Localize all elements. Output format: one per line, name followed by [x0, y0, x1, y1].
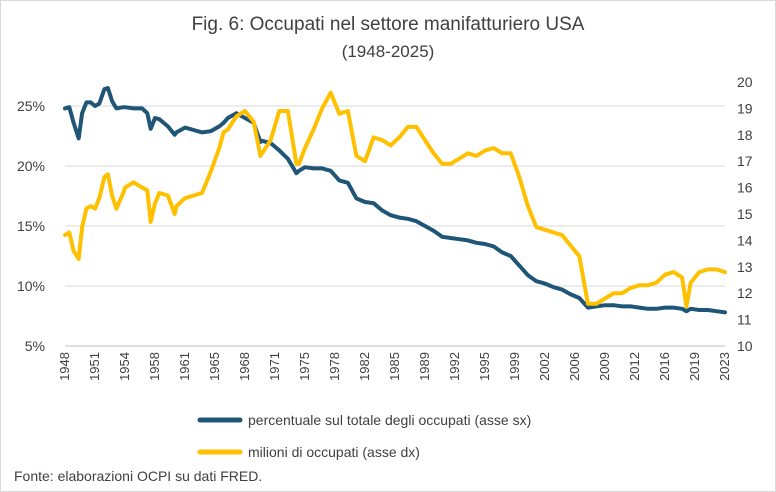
series-line-percentuale	[63, 86, 727, 315]
gridlines	[65, 105, 725, 347]
x-tick-label: 1971	[267, 352, 282, 381]
x-tick-label: 1968	[237, 352, 252, 381]
x-tick-label: 1992	[447, 352, 462, 381]
x-tick-label: 1999	[507, 352, 522, 381]
y-right-tick-label: 11	[737, 312, 752, 328]
series-line-milioni	[63, 90, 727, 309]
series-lines	[63, 86, 727, 315]
y-right-tick-label: 13	[737, 259, 753, 275]
y-right-tick-label: 15	[737, 206, 753, 222]
x-tick-label: 2019	[687, 352, 702, 381]
x-tick-label: 2002	[537, 352, 552, 381]
y-right-tick-label: 16	[737, 180, 753, 196]
y-left-tick-label: 20%	[17, 158, 45, 174]
x-tick-label: 1961	[177, 352, 192, 381]
chart-title: Fig. 6: Occupati nel settore manifatturi…	[192, 14, 585, 35]
x-tick-label: 1985	[387, 352, 402, 381]
y-right-tick-label: 10	[737, 338, 753, 354]
legend-label-milioni: milioni di occupati (asse dx)	[248, 444, 420, 460]
y-right-tick-label: 12	[737, 285, 753, 301]
x-tick-label: 1948	[57, 352, 72, 381]
y-right-tick-label: 17	[737, 153, 753, 169]
x-tick-label: 1951	[87, 352, 102, 381]
x-tick-label: 1978	[327, 352, 342, 381]
x-tick-label: 2012	[627, 352, 642, 381]
y-left-tick-label: 15%	[17, 218, 45, 234]
y-left-tick-label: 10%	[17, 278, 45, 294]
x-axis: 1948 1951 1954 1958 1961 1965 1968 1971 1975 1978…	[57, 352, 732, 381]
y-right-tick-label: 18	[737, 127, 753, 143]
x-tick-label: 1954	[117, 352, 132, 381]
x-tick-label: 2016	[657, 352, 672, 381]
y-left-tick-label: 25%	[17, 98, 45, 114]
legend-label-percentuale: percentuale sul totale degli occupati (a…	[248, 412, 531, 428]
x-tick-label: 2023	[717, 352, 732, 381]
legend: percentuale sul totale degli occupati (a…	[197, 412, 531, 460]
x-tick-label: 1975	[297, 352, 312, 381]
y-axis-left: 5% 10% 15% 20% 25%	[17, 98, 45, 354]
y-right-tick-label: 20	[737, 74, 753, 90]
y-left-tick-label: 5%	[25, 338, 45, 354]
x-tick-label: 2009	[597, 352, 612, 381]
x-tick-label: 1995	[477, 352, 492, 381]
x-tick-label: 1965	[207, 352, 222, 381]
source-note: Fonte: elaborazioni OCPI su dati FRED.	[14, 468, 262, 484]
x-tick-label: 1958	[147, 352, 162, 381]
y-axis-right: 10 11 12 13 14 15 16 17 18 19 20	[737, 74, 753, 354]
y-right-tick-label: 14	[737, 232, 753, 248]
chart-subtitle: (1948-2025)	[342, 42, 435, 61]
y-right-tick-label: 19	[737, 100, 753, 116]
x-tick-label: 1989	[417, 352, 432, 381]
x-tick-label: 2006	[567, 352, 582, 381]
x-tick-label: 1982	[357, 352, 372, 381]
